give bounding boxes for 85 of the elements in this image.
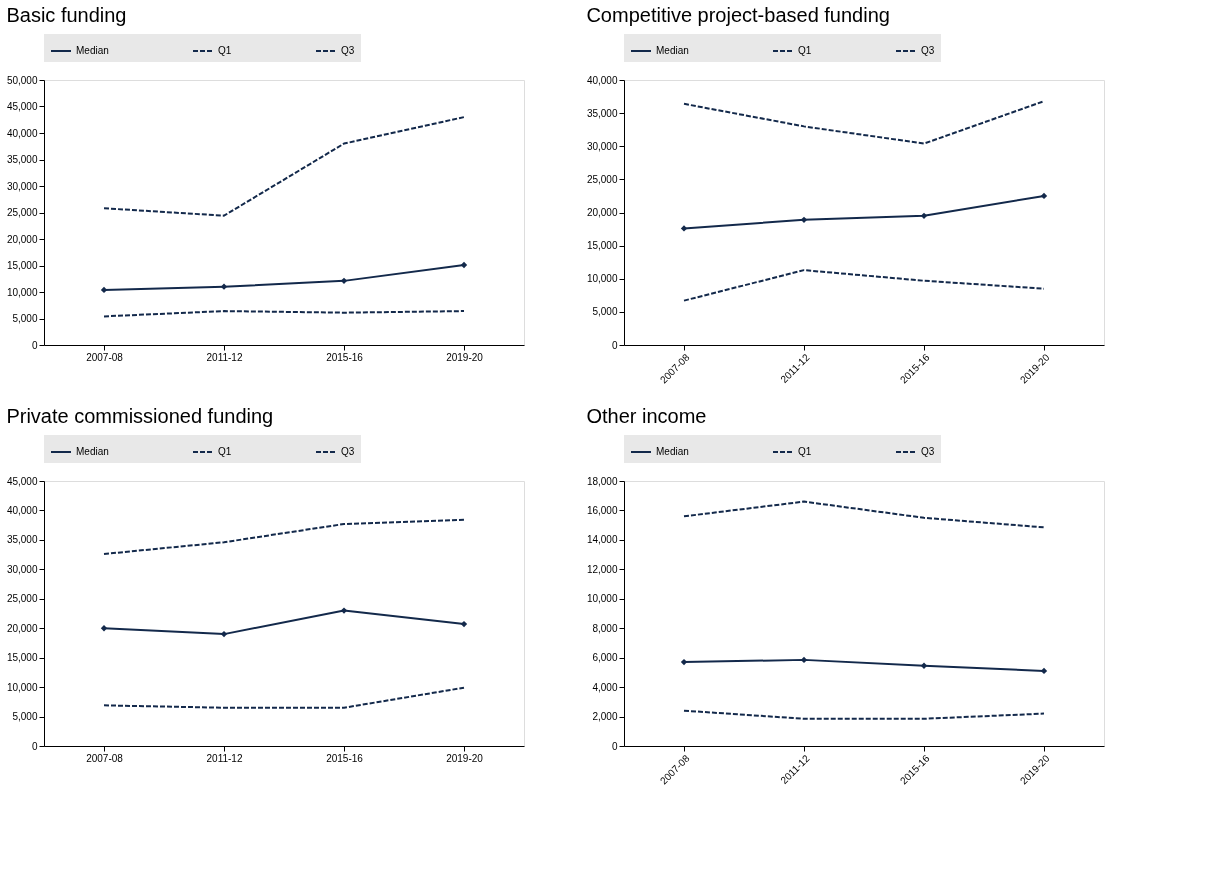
- y-tick-label: 25,000: [6, 593, 38, 605]
- legend-label: Q3: [341, 446, 355, 457]
- legend-label: Q1: [798, 446, 812, 457]
- legend-label: Q1: [218, 446, 232, 457]
- y-tick-label: 0: [611, 339, 618, 351]
- y-tick-label: 0: [31, 339, 38, 351]
- x-tick-label: 2019-20: [446, 752, 484, 764]
- x-tick-label: 2007-08: [86, 752, 124, 764]
- y-tick-label: 18,000: [586, 475, 618, 487]
- x-tick-label: 2011-12: [206, 351, 243, 363]
- x-tick-label: 2015-16: [326, 351, 364, 363]
- y-tick-label: 0: [611, 740, 618, 752]
- y-tick-label: 4,000: [592, 681, 618, 693]
- point: [220, 630, 228, 638]
- y-tick-label: 35,000: [6, 534, 38, 546]
- y-tick-label: 5,000: [12, 711, 38, 723]
- y-tick-label: 45,000: [6, 101, 38, 112]
- line-series: [683, 500, 1045, 529]
- y-tick-label: 14,000: [586, 534, 618, 546]
- y-tick-label: 30,000: [586, 140, 618, 152]
- y-tick-label: 10,000: [586, 273, 618, 285]
- y-tick-label: 40,000: [6, 504, 38, 516]
- x-tick-label: 2019-20: [446, 351, 484, 363]
- point: [460, 620, 468, 628]
- line-series: [103, 116, 465, 217]
- y-tick-label: 35,000: [586, 107, 618, 119]
- y-tick-label: 5,000: [592, 306, 618, 318]
- y-tick-label: 12,000: [586, 563, 618, 575]
- y-tick-label: 10,000: [6, 286, 38, 298]
- point: [100, 625, 108, 632]
- y-tick-label: 20,000: [6, 233, 38, 245]
- y-tick-label: 10,000: [6, 681, 38, 693]
- y-tick-label: 6,000: [592, 652, 618, 664]
- legend-label: Median: [76, 446, 109, 457]
- y-tick-label: 10,000: [586, 593, 618, 605]
- y-tick-label: 15,000: [6, 260, 38, 271]
- y-tick-label: 35,000: [6, 154, 38, 165]
- point: [920, 212, 928, 219]
- y-tick-label: 50,000: [6, 74, 38, 86]
- y-tick-label: 2,000: [592, 711, 618, 723]
- chart-title: Basic funding: [6, 4, 127, 26]
- y-tick-label: 15,000: [6, 652, 38, 664]
- y-tick-label: 30,000: [6, 180, 38, 192]
- line-series: [103, 518, 465, 556]
- point: [1040, 667, 1048, 675]
- legend-label: Q1: [798, 45, 812, 56]
- legend-label: Median: [76, 45, 109, 56]
- legend-label: Median: [656, 446, 689, 457]
- legend-label: Q3: [341, 45, 355, 56]
- point: [220, 283, 228, 290]
- line-series: [683, 269, 1045, 302]
- y-tick-label: 25,000: [6, 207, 38, 218]
- point: [800, 216, 808, 223]
- legend-label: Q3: [921, 45, 935, 56]
- y-tick-label: 15,000: [586, 240, 618, 252]
- point: [340, 277, 348, 285]
- x-tick-label: 2011-12: [206, 752, 243, 764]
- y-tick-label: 25,000: [586, 173, 618, 185]
- y-tick-label: 8,000: [592, 622, 618, 634]
- y-tick-label: 40,000: [586, 74, 618, 86]
- x-tick-label: 2015-16: [326, 752, 364, 764]
- point: [100, 286, 108, 294]
- legend-label: Median: [656, 45, 689, 56]
- point: [680, 658, 688, 666]
- y-tick-label: 16,000: [586, 504, 618, 516]
- point: [460, 261, 468, 269]
- y-tick-label: 45,000: [6, 475, 38, 487]
- chart-title: Other income: [586, 405, 707, 427]
- point: [340, 607, 348, 614]
- legend-label: Q1: [218, 45, 232, 56]
- chart-title: Competitive project-based funding: [586, 4, 890, 26]
- point: [680, 225, 688, 232]
- point: [1040, 192, 1048, 200]
- y-tick-label: 30,000: [6, 563, 38, 575]
- y-tick-label: 5,000: [12, 313, 38, 324]
- chart-title: Private commissioned funding: [6, 405, 274, 427]
- x-tick-label: 2007-08: [86, 351, 124, 363]
- point: [920, 662, 928, 669]
- y-tick-label: 20,000: [586, 207, 618, 218]
- legend-label: Q3: [921, 446, 935, 457]
- point: [800, 656, 808, 664]
- y-tick-label: 20,000: [6, 622, 38, 634]
- line-series: [683, 100, 1045, 145]
- y-tick-label: 0: [31, 740, 38, 752]
- y-tick-label: 40,000: [6, 127, 38, 139]
